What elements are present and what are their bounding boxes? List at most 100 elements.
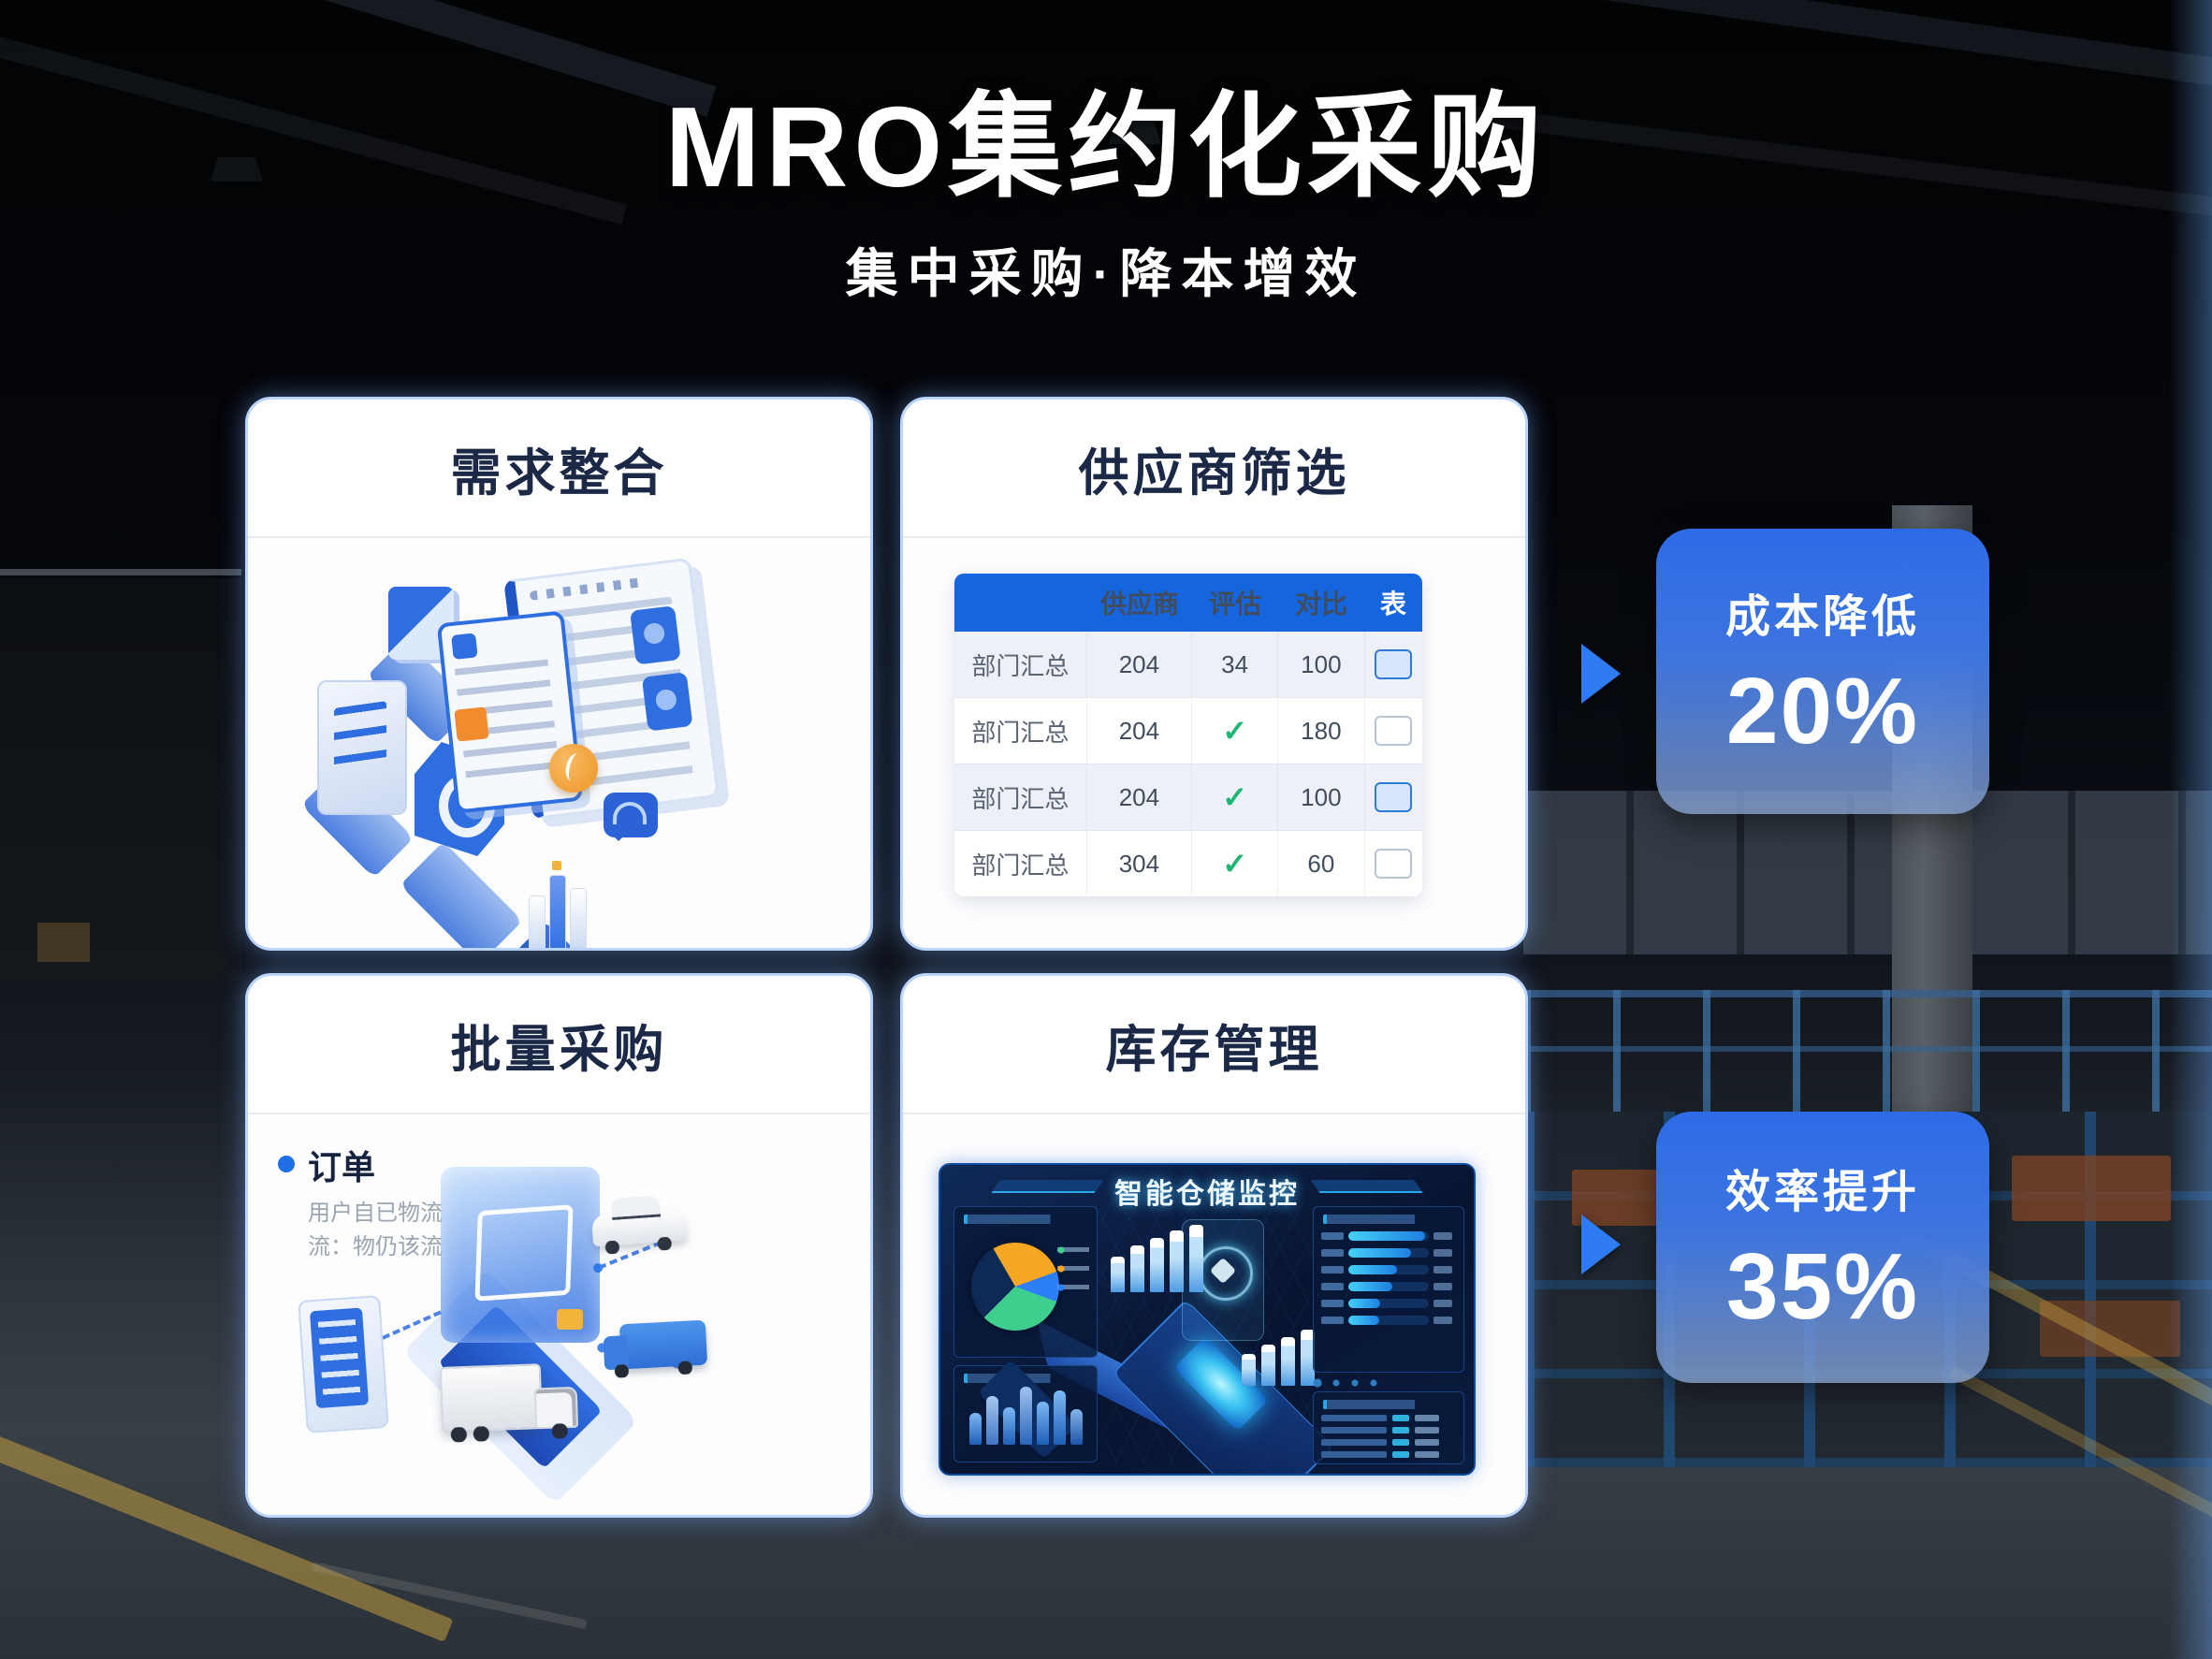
server-icon xyxy=(317,680,407,815)
page-title: MRO集约化采购 xyxy=(664,83,1548,211)
card-title: 批量采购 xyxy=(450,1021,668,1078)
supplier-table: 供应商 评估 对比 表 部门汇总 204 34 100 部门汇总 204 ✓ 1… xyxy=(954,574,1422,896)
cell-supplier: 204 xyxy=(1085,632,1191,697)
flow-arrow-icon xyxy=(1581,1215,1621,1274)
pedestal xyxy=(400,841,523,948)
cell-department: 部门汇总 xyxy=(971,718,1070,747)
list-row xyxy=(1321,1415,1456,1421)
hbar-panel xyxy=(1313,1206,1464,1373)
card-title: 需求整合 xyxy=(450,444,668,502)
cell-supplier: 304 xyxy=(1085,831,1191,896)
hanging-lamp xyxy=(1109,120,1161,144)
card-header: 库存管理 xyxy=(903,976,1525,1114)
table-row: 部门汇总 304 ✓ 60 xyxy=(954,830,1422,896)
iso-bar-group xyxy=(1111,1225,1203,1292)
cell-compare: 60 xyxy=(1277,831,1363,896)
hbar-row xyxy=(1321,1282,1456,1291)
card-supplier-screening: 供应商筛选 供应商 评估 对比 表 部门汇总 204 34 100 xyxy=(900,397,1528,951)
pie-panel xyxy=(953,1206,1098,1358)
hbar-row xyxy=(1321,1299,1456,1308)
cell-select xyxy=(1363,632,1423,697)
table-row: 部门汇总 204 ✓ 100 xyxy=(954,764,1422,830)
order-note-line1: 用户自已物流 xyxy=(308,1201,443,1226)
panel-title-bar xyxy=(1323,1215,1454,1224)
page-subtitle: 集中采购·降本增效 xyxy=(845,244,1367,303)
chat-bubble-icon xyxy=(604,793,658,841)
check-icon: ✓ xyxy=(1190,698,1277,764)
card-title: 供应商筛选 xyxy=(1078,444,1350,502)
row-checkbox[interactable] xyxy=(1375,649,1413,679)
card-inventory-management: 库存管理 智能仓储监控 xyxy=(900,973,1528,1518)
app-tile-icon xyxy=(641,672,693,732)
app-tile-icon xyxy=(630,605,681,665)
cell-supplier: 204 xyxy=(1085,698,1191,764)
order-label: 订单 xyxy=(308,1148,376,1186)
image-placeholder-icon xyxy=(454,706,489,742)
col-header-supplier: 供应商 xyxy=(1099,589,1179,618)
dashboard-banner: 智能仓储监控 xyxy=(940,1171,1474,1212)
flow-arrow-icon xyxy=(1581,644,1621,704)
cell-compare: 180 xyxy=(1277,698,1363,764)
efficiency-gain-badge: 效率提升 35% xyxy=(1656,1112,1989,1383)
machinery-silhouette xyxy=(0,569,241,981)
hbar-row xyxy=(1321,1316,1456,1325)
hbar-row xyxy=(1321,1248,1456,1258)
hbar-row xyxy=(1321,1265,1456,1274)
order-note: 用户自已物流 流：物仍该流 xyxy=(308,1197,443,1264)
card-demand-integration: 需求整合 xyxy=(245,397,873,951)
bar-chart-icon xyxy=(529,895,546,948)
row-checkbox[interactable] xyxy=(1375,782,1413,812)
cost-reduction-badge: 成本降低 20% xyxy=(1656,529,1989,814)
card-header: 需求整合 xyxy=(248,400,870,538)
badge-label: 成本降低 xyxy=(1724,592,1920,642)
check-icon: ✓ xyxy=(1190,764,1277,830)
box-truck-icon xyxy=(439,1363,544,1433)
table-row: 部门汇总 204 ✓ 180 xyxy=(954,697,1422,764)
bulk-illustration: 订单 用户自已物流 流：物仍该流 xyxy=(248,1114,870,1515)
demand-illustration xyxy=(248,538,870,948)
row-checkbox[interactable] xyxy=(1375,716,1413,746)
cell-department: 部门汇总 xyxy=(971,851,1070,880)
panel-title-bar xyxy=(1323,1400,1454,1409)
list-row xyxy=(1321,1439,1456,1446)
list-row xyxy=(1321,1427,1456,1433)
card-header: 批量采购 xyxy=(248,976,870,1114)
cell-select xyxy=(1363,698,1423,764)
inventory-card-body: 智能仓储监控 xyxy=(903,1114,1525,1515)
hbar-row xyxy=(1321,1231,1456,1241)
panel-title-bar xyxy=(964,1215,1087,1224)
cylinder-group xyxy=(969,1379,1085,1445)
iso-bar-group xyxy=(1242,1330,1315,1386)
pie-legend xyxy=(1057,1244,1089,1301)
col-header-evaluate: 评估 xyxy=(1208,589,1261,618)
cell-department: 部门汇总 xyxy=(971,784,1070,813)
bullet-dot-icon xyxy=(278,1156,295,1172)
package-cube-icon xyxy=(441,1167,600,1343)
pallet-boxes xyxy=(2012,1156,2171,1221)
cell-compare: 100 xyxy=(1277,764,1363,830)
table-header-row: 供应商 评估 对比 表 xyxy=(954,574,1422,632)
col-header-compare: 对比 xyxy=(1294,589,1347,618)
car-icon xyxy=(590,1208,688,1247)
cell-select xyxy=(1363,831,1423,896)
coin-icon xyxy=(549,744,598,793)
list-panel xyxy=(1313,1391,1464,1464)
bar-chart-icon xyxy=(570,888,587,948)
row-checkbox[interactable] xyxy=(1375,849,1413,879)
col-header-name xyxy=(954,574,1087,632)
hanging-lamp xyxy=(211,157,263,182)
card-title: 库存管理 xyxy=(1105,1021,1323,1078)
dashboard-title: 智能仓储监控 xyxy=(1114,1179,1300,1210)
check-icon: ✓ xyxy=(1190,831,1277,896)
pallet-boxes xyxy=(2040,1301,2180,1357)
cell-department: 部门汇总 xyxy=(971,651,1070,680)
cell-select xyxy=(1363,764,1423,830)
bar-chart-icon xyxy=(549,861,566,948)
badge-label: 效率提升 xyxy=(1724,1168,1920,1217)
order-note-line2: 流：物仍该流 xyxy=(308,1234,443,1259)
col-header-select: 表 xyxy=(1379,589,1406,618)
card-bulk-purchasing: 批量采购 订单 用户自已物流 流：物仍该流 xyxy=(245,973,873,1518)
delivery-van-icon xyxy=(618,1319,708,1370)
order-document-icon xyxy=(298,1295,389,1433)
